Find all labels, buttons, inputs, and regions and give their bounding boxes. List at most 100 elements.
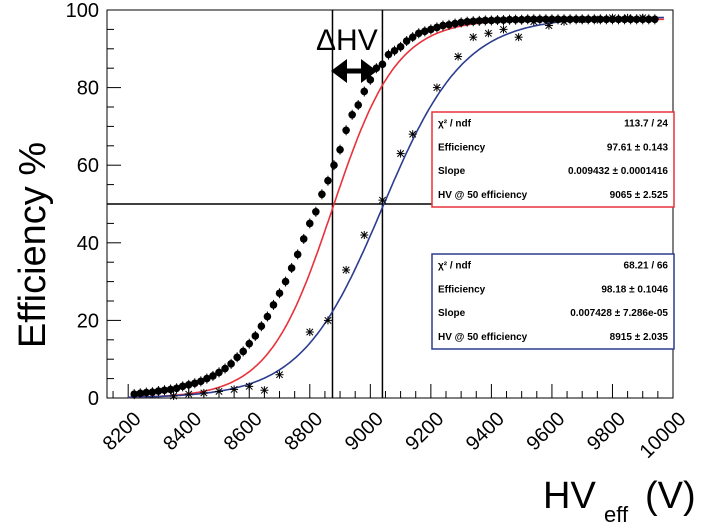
data-point-circle <box>287 263 296 274</box>
data-point-circle <box>318 189 326 200</box>
data-point-circle <box>651 14 659 25</box>
data-point-circle <box>221 363 229 374</box>
fit-stats-boxes: χ² / ndf 113.7 / 24 Efficiency 97.61 ± 0.14… <box>431 111 675 350</box>
data-point-circle <box>632 14 641 25</box>
x-tick-label: 8200 <box>99 408 146 455</box>
data-point-star <box>275 370 284 379</box>
data-point-star <box>408 130 417 139</box>
data-point-star <box>484 29 493 38</box>
data-point-star <box>593 15 602 24</box>
data-point-circle <box>209 370 217 381</box>
data-point-circle <box>384 49 393 60</box>
data-point-circle <box>421 26 429 37</box>
data-point-circle <box>136 388 145 399</box>
data-point-circle <box>457 17 465 28</box>
data-point-circle <box>142 387 151 398</box>
y-tick-label: 40 <box>77 233 99 255</box>
stats-value: 8915 ± 2.035 <box>610 332 669 343</box>
x-tick-label: 8400 <box>159 408 206 455</box>
data-point-circle <box>281 276 290 287</box>
data-point-circle <box>487 15 496 26</box>
data-point-star <box>499 25 508 34</box>
stats-value: 113.7 / 24 <box>624 119 668 130</box>
data-point-circle <box>614 14 623 25</box>
data-point-circle <box>378 59 387 70</box>
data-point-circle <box>554 14 562 25</box>
data-point-star <box>184 390 193 399</box>
data-point-circle <box>263 311 272 322</box>
data-point-circle <box>305 218 314 229</box>
data-point-circle <box>160 385 169 396</box>
data-point-circle <box>439 20 447 31</box>
data-point-circle <box>299 233 308 244</box>
data-point-star <box>245 382 254 391</box>
data-point-star <box>469 33 478 42</box>
x-axis-label: HV eff (V) <box>543 475 696 527</box>
delta-hv-annotation: ΔHV <box>316 24 378 83</box>
data-point-circle <box>275 288 284 299</box>
data-point-star <box>342 265 351 274</box>
data-point-circle <box>197 376 205 387</box>
data-point-circle <box>433 22 441 33</box>
data-point-circle <box>293 249 302 260</box>
stats-box-red: χ² / ndf 113.7 / 24 Efficiency 97.61 ± 0.14… <box>431 111 675 208</box>
data-point-circle <box>505 14 514 25</box>
stats-label: Efficiency <box>438 142 486 153</box>
data-point-circle <box>427 24 435 35</box>
data-point-circle <box>523 14 532 25</box>
data-point-circle <box>517 14 526 25</box>
y-tick-label: 80 <box>77 78 99 100</box>
stats-label: HV @ 50 efficiency <box>438 190 528 201</box>
x-axis-label-unit: (V) <box>645 475 696 517</box>
stats-box-blue: χ² / ndf 68.21 / 66 Efficiency 98.18 ± 0.10… <box>431 253 675 350</box>
data-point-star <box>260 386 269 395</box>
x-tick-label: 9000 <box>341 408 388 455</box>
data-point-star <box>454 52 463 61</box>
data-point-circle <box>493 15 502 26</box>
stats-value: 97.61 ± 0.143 <box>607 142 669 153</box>
y-axis: 0 20 40 60 80 100 <box>66 0 121 410</box>
data-point-circle <box>269 299 278 310</box>
data-point-circle <box>354 100 363 111</box>
data-point-star <box>529 17 538 26</box>
data-point-circle <box>644 14 653 25</box>
data-point-circle <box>245 338 254 349</box>
data-point-star <box>578 15 587 24</box>
data-point-circle <box>239 346 248 357</box>
stats-value: 0.007428 ± 7.286e-05 <box>570 308 668 319</box>
data-point-circle <box>233 352 241 363</box>
data-point-circle <box>227 358 235 369</box>
data-point-circle <box>396 41 405 52</box>
data-point-circle <box>451 18 459 29</box>
data-point-circle <box>360 86 369 97</box>
stats-label: Slope <box>438 166 466 177</box>
data-point-circle <box>445 19 453 30</box>
data-point-circle <box>154 386 163 397</box>
x-tick-label: 9800 <box>583 408 630 455</box>
data-point-circle <box>572 14 580 25</box>
data-point-star <box>230 385 239 394</box>
data-point-circle <box>566 14 574 25</box>
stats-value: 9065 ± 2.525 <box>610 190 669 201</box>
double-arrow-icon <box>331 59 377 83</box>
data-point-circle <box>184 379 193 390</box>
data-point-circle <box>469 16 478 27</box>
y-axis-label: Efficiency % <box>12 142 54 348</box>
data-point-circle <box>178 381 187 392</box>
x-tick-label: 9600 <box>522 408 569 455</box>
data-point-star <box>608 13 617 22</box>
data-point-circle <box>251 330 260 341</box>
data-point-circle <box>330 160 338 171</box>
data-point-star <box>323 316 332 325</box>
data-point-star <box>544 21 553 30</box>
data-point-star <box>214 387 223 396</box>
stats-label: χ² / ndf <box>438 119 472 130</box>
x-axis-label-main: HV <box>543 475 596 517</box>
data-point-circle <box>602 14 611 25</box>
y-tick-label: 0 <box>88 388 99 410</box>
data-point-star <box>305 328 314 337</box>
data-point-circle <box>348 109 356 120</box>
x-tick-label: 9400 <box>462 408 509 455</box>
x-tick-label: 10000 <box>636 408 691 463</box>
